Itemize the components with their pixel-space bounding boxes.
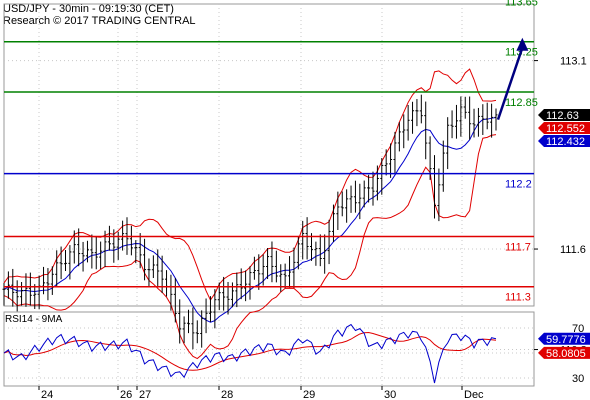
level-label-support: 111.7 xyxy=(505,241,531,253)
rsi-panel-title: RSI14 - 9MA xyxy=(5,314,63,325)
rsi-line xyxy=(3,323,497,384)
y-tick-label: 111.6 xyxy=(560,244,586,256)
rsi-y-tick-label: 70 xyxy=(572,323,584,335)
x-tick-label: 28 xyxy=(221,389,233,400)
badge-moving_average xyxy=(538,135,590,147)
badge-label-moving_average: 112.432 xyxy=(546,136,585,148)
x-tick-label: 30 xyxy=(384,389,396,400)
bollinger-lower-band xyxy=(3,134,497,360)
chart-copyright: Research © 2017 TRADING CENTRAL xyxy=(3,15,196,27)
badge-last_price xyxy=(538,109,590,121)
trend-arrow-head xyxy=(516,37,529,51)
rsi-value-badge-label: 59.7776 xyxy=(546,334,586,346)
x-tick-label: Dec xyxy=(464,389,484,400)
rsi-ma-badge-label: 58.0805 xyxy=(546,348,586,360)
rsi-y-tick-label: 30 xyxy=(572,373,584,385)
rsi-value-badge xyxy=(538,332,590,345)
main-panel-frame xyxy=(3,3,535,307)
y-tick-label: 113.1 xyxy=(560,56,587,68)
level-label-support: 111.3 xyxy=(505,292,531,304)
badge-label-bb_upper: 112.552 xyxy=(546,123,585,135)
rsi-ma-line xyxy=(3,332,497,371)
trend-arrow-shaft xyxy=(496,47,524,121)
level-label-resistance: 112.85 xyxy=(505,97,538,109)
level-label-resistance: 113.65 xyxy=(505,0,538,8)
x-tick-label: 27 xyxy=(139,389,151,400)
rsi-ma-badge xyxy=(538,346,590,359)
x-tick-label: 24 xyxy=(41,389,53,400)
x-tick-label: 29 xyxy=(303,389,315,400)
level-label-pivot: 112.2 xyxy=(505,179,532,191)
rsi-panel-frame xyxy=(3,311,535,387)
x-tick-label: 26 xyxy=(120,389,132,400)
badge-label-last_price: 112.63 xyxy=(546,110,579,122)
badge-bb_upper xyxy=(538,122,590,134)
chart-title: USD/JPY - 30min - 09:19:30 (CET) xyxy=(3,3,174,15)
